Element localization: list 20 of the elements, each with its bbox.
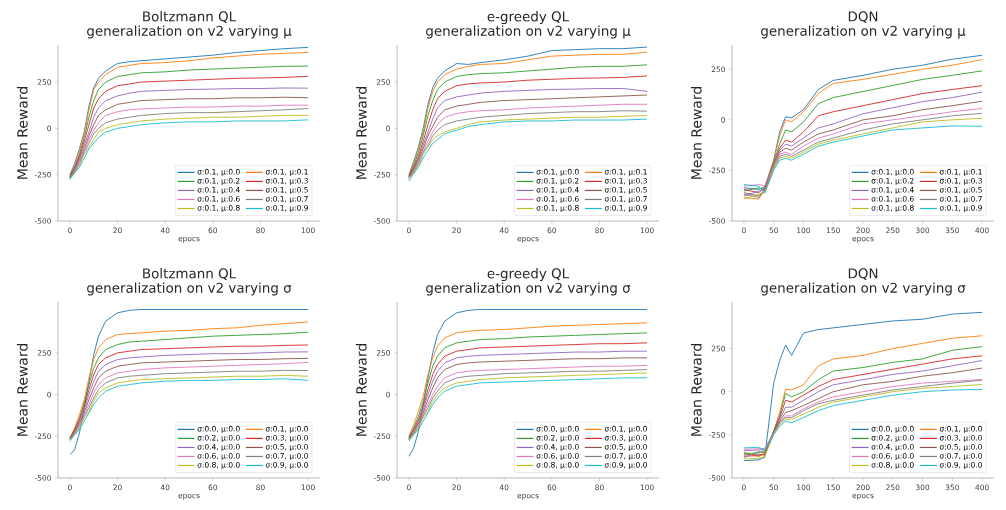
chart-subtitle: generalization on v2 varying μ: [761, 25, 966, 39]
chart-subtitle: generalization on v2 varying μ: [87, 25, 292, 39]
y-axis-title: Mean Reward: [16, 87, 28, 179]
chart-title: DQN: [848, 268, 878, 280]
y-axis-title: Mean Reward: [690, 87, 702, 179]
chart-subtitle: generalization on v2 varying μ: [426, 25, 631, 39]
y-axis-title: Mean Reward: [690, 344, 702, 436]
line-series: [743, 311, 983, 462]
y-axis-title: Mean Reward: [355, 87, 367, 179]
chart-subtitle: generalization on v2 varying σ: [426, 282, 631, 296]
chart-title: DQN: [848, 11, 878, 23]
chart-title: Boltzmann QL: [143, 11, 237, 23]
chart-subtitle: generalization on v2 varying σ: [87, 282, 292, 296]
y-axis-title: Mean Reward: [355, 344, 367, 436]
chart-title: e-greedy QL: [487, 11, 570, 25]
chart-title: e-greedy QL: [487, 268, 570, 282]
chart-title: Boltzmann QL: [143, 268, 237, 280]
line-series: [743, 125, 983, 194]
y-axis-title: Mean Reward: [16, 344, 28, 436]
chart-subtitle: generalization on v2 varying σ: [761, 282, 966, 296]
